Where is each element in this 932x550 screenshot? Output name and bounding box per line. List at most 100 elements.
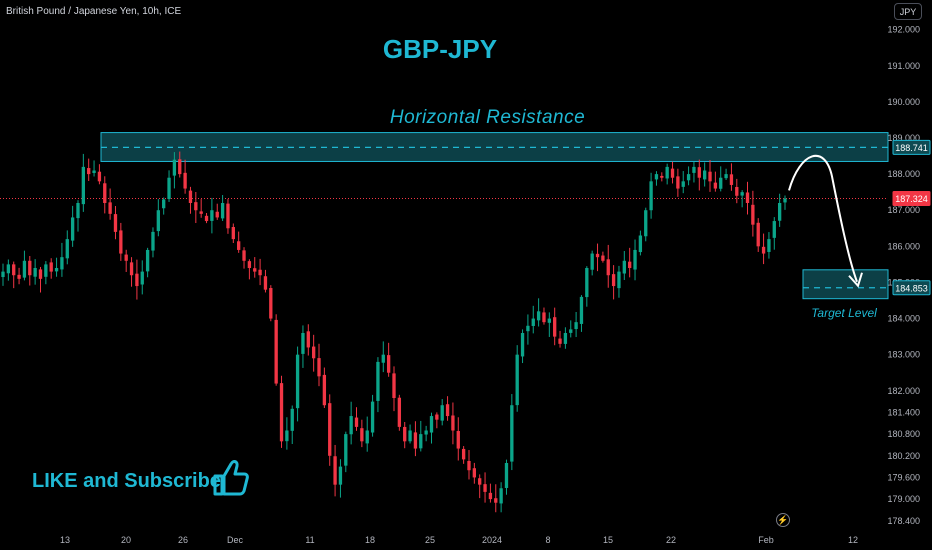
candle-body <box>649 181 653 211</box>
candle-body <box>28 260 32 276</box>
candle-body <box>660 175 664 178</box>
candle-body <box>628 261 632 268</box>
candle-body <box>569 329 573 333</box>
candle-body <box>494 498 498 503</box>
price-tick-label: 181.400 <box>887 407 920 417</box>
candle-body <box>247 261 252 268</box>
candle-body <box>397 397 402 427</box>
candle-body <box>585 268 589 298</box>
candle-body <box>579 296 584 324</box>
candle-body <box>285 430 289 442</box>
candle-body <box>729 174 734 185</box>
price-tick-label: 192.000 <box>887 25 920 35</box>
candle-body <box>638 235 643 253</box>
candle-body <box>295 354 300 409</box>
candle-body <box>702 170 707 180</box>
time-axis[interactable]: 13 20 26 Dec 11 18 25 2024 8 15 22 Feb 12 <box>60 535 858 545</box>
projection-path[interactable] <box>788 154 858 283</box>
candle-body <box>483 484 487 492</box>
projection-arrow[interactable] <box>788 154 863 288</box>
candle-body <box>119 230 123 254</box>
candle-body <box>97 171 102 182</box>
symbol-title[interactable]: British Pound / Japanese Yen, 10h, ICE <box>6 6 182 17</box>
candle-body <box>676 176 680 189</box>
candle-body <box>354 417 359 427</box>
candle-body <box>231 227 235 240</box>
time-tick-label: 22 <box>666 535 676 545</box>
price-tag-box <box>892 280 931 296</box>
candle-body <box>724 174 728 179</box>
time-tick-label: Dec <box>227 535 244 545</box>
candle-body <box>60 257 64 270</box>
candle-body <box>17 274 21 279</box>
resistance-zone[interactable] <box>100 132 889 162</box>
price-tick-label: 188.000 <box>887 169 920 179</box>
price-tick-label: 187.000 <box>887 205 920 215</box>
candle-body <box>440 405 444 421</box>
candle-body <box>558 338 562 344</box>
like-subscribe-text: LIKE and Subscribe <box>32 470 221 492</box>
candle-body <box>386 355 391 373</box>
candle-body <box>328 403 332 456</box>
candle-body <box>510 405 514 462</box>
candle-body <box>103 183 107 203</box>
candle-body <box>719 177 723 189</box>
candle-body <box>595 253 600 258</box>
candle-body <box>360 428 364 442</box>
time-tick-label: 11 <box>305 535 314 545</box>
candle-body <box>740 192 744 196</box>
candle-body <box>81 166 86 205</box>
price-tick-label: 186.000 <box>887 241 920 251</box>
time-tick-label: 26 <box>178 535 188 545</box>
lightning-icon[interactable]: ⚡ <box>776 513 790 527</box>
candle-body <box>713 182 718 189</box>
candle-body <box>761 246 766 254</box>
candle-body <box>665 166 669 179</box>
chart-title: GBP-JPY <box>382 34 498 64</box>
candle-body <box>547 318 551 323</box>
price-tag-label: 188.741 <box>895 143 928 153</box>
candle-body <box>574 322 578 330</box>
price-tick-label: 184.000 <box>887 314 920 324</box>
candle-body <box>708 171 712 182</box>
target-box[interactable] <box>802 269 889 300</box>
candle-body <box>392 373 396 398</box>
resistance-label: Horizontal Resistance <box>389 107 586 128</box>
candle-body <box>306 331 310 348</box>
candle-body <box>54 268 59 272</box>
candle-body <box>338 466 343 485</box>
candle-body <box>263 276 268 290</box>
time-tick-label: 15 <box>603 535 613 545</box>
candle-body <box>681 181 685 187</box>
candle-body <box>365 430 369 444</box>
candle-body <box>226 203 230 229</box>
target-label: Target Level <box>811 306 877 320</box>
candle-body <box>237 241 241 250</box>
candle-body <box>22 260 27 278</box>
candles <box>1 151 787 513</box>
target-zone[interactable] <box>802 269 889 300</box>
candle-body <box>108 202 112 214</box>
candle-body <box>403 426 407 442</box>
candle-body <box>478 478 482 485</box>
candle-body <box>38 269 43 279</box>
candle-body <box>735 186 739 196</box>
candle-body <box>215 211 219 218</box>
candle-body <box>135 273 139 287</box>
candle-body <box>617 271 621 289</box>
candle-body <box>279 383 284 442</box>
candle-body <box>65 239 69 259</box>
candle-body <box>344 434 348 466</box>
candle-body <box>429 416 434 433</box>
time-tick-label: 20 <box>121 535 131 545</box>
candle-body <box>188 190 193 203</box>
resistance-box[interactable] <box>100 132 889 162</box>
candle-body <box>456 431 460 449</box>
price-tag-box <box>892 191 931 207</box>
currency-button[interactable]: JPY <box>894 3 922 20</box>
candle-body <box>183 172 187 189</box>
candle-body <box>333 456 337 485</box>
candle-body <box>606 259 610 276</box>
candle-body <box>242 250 246 261</box>
